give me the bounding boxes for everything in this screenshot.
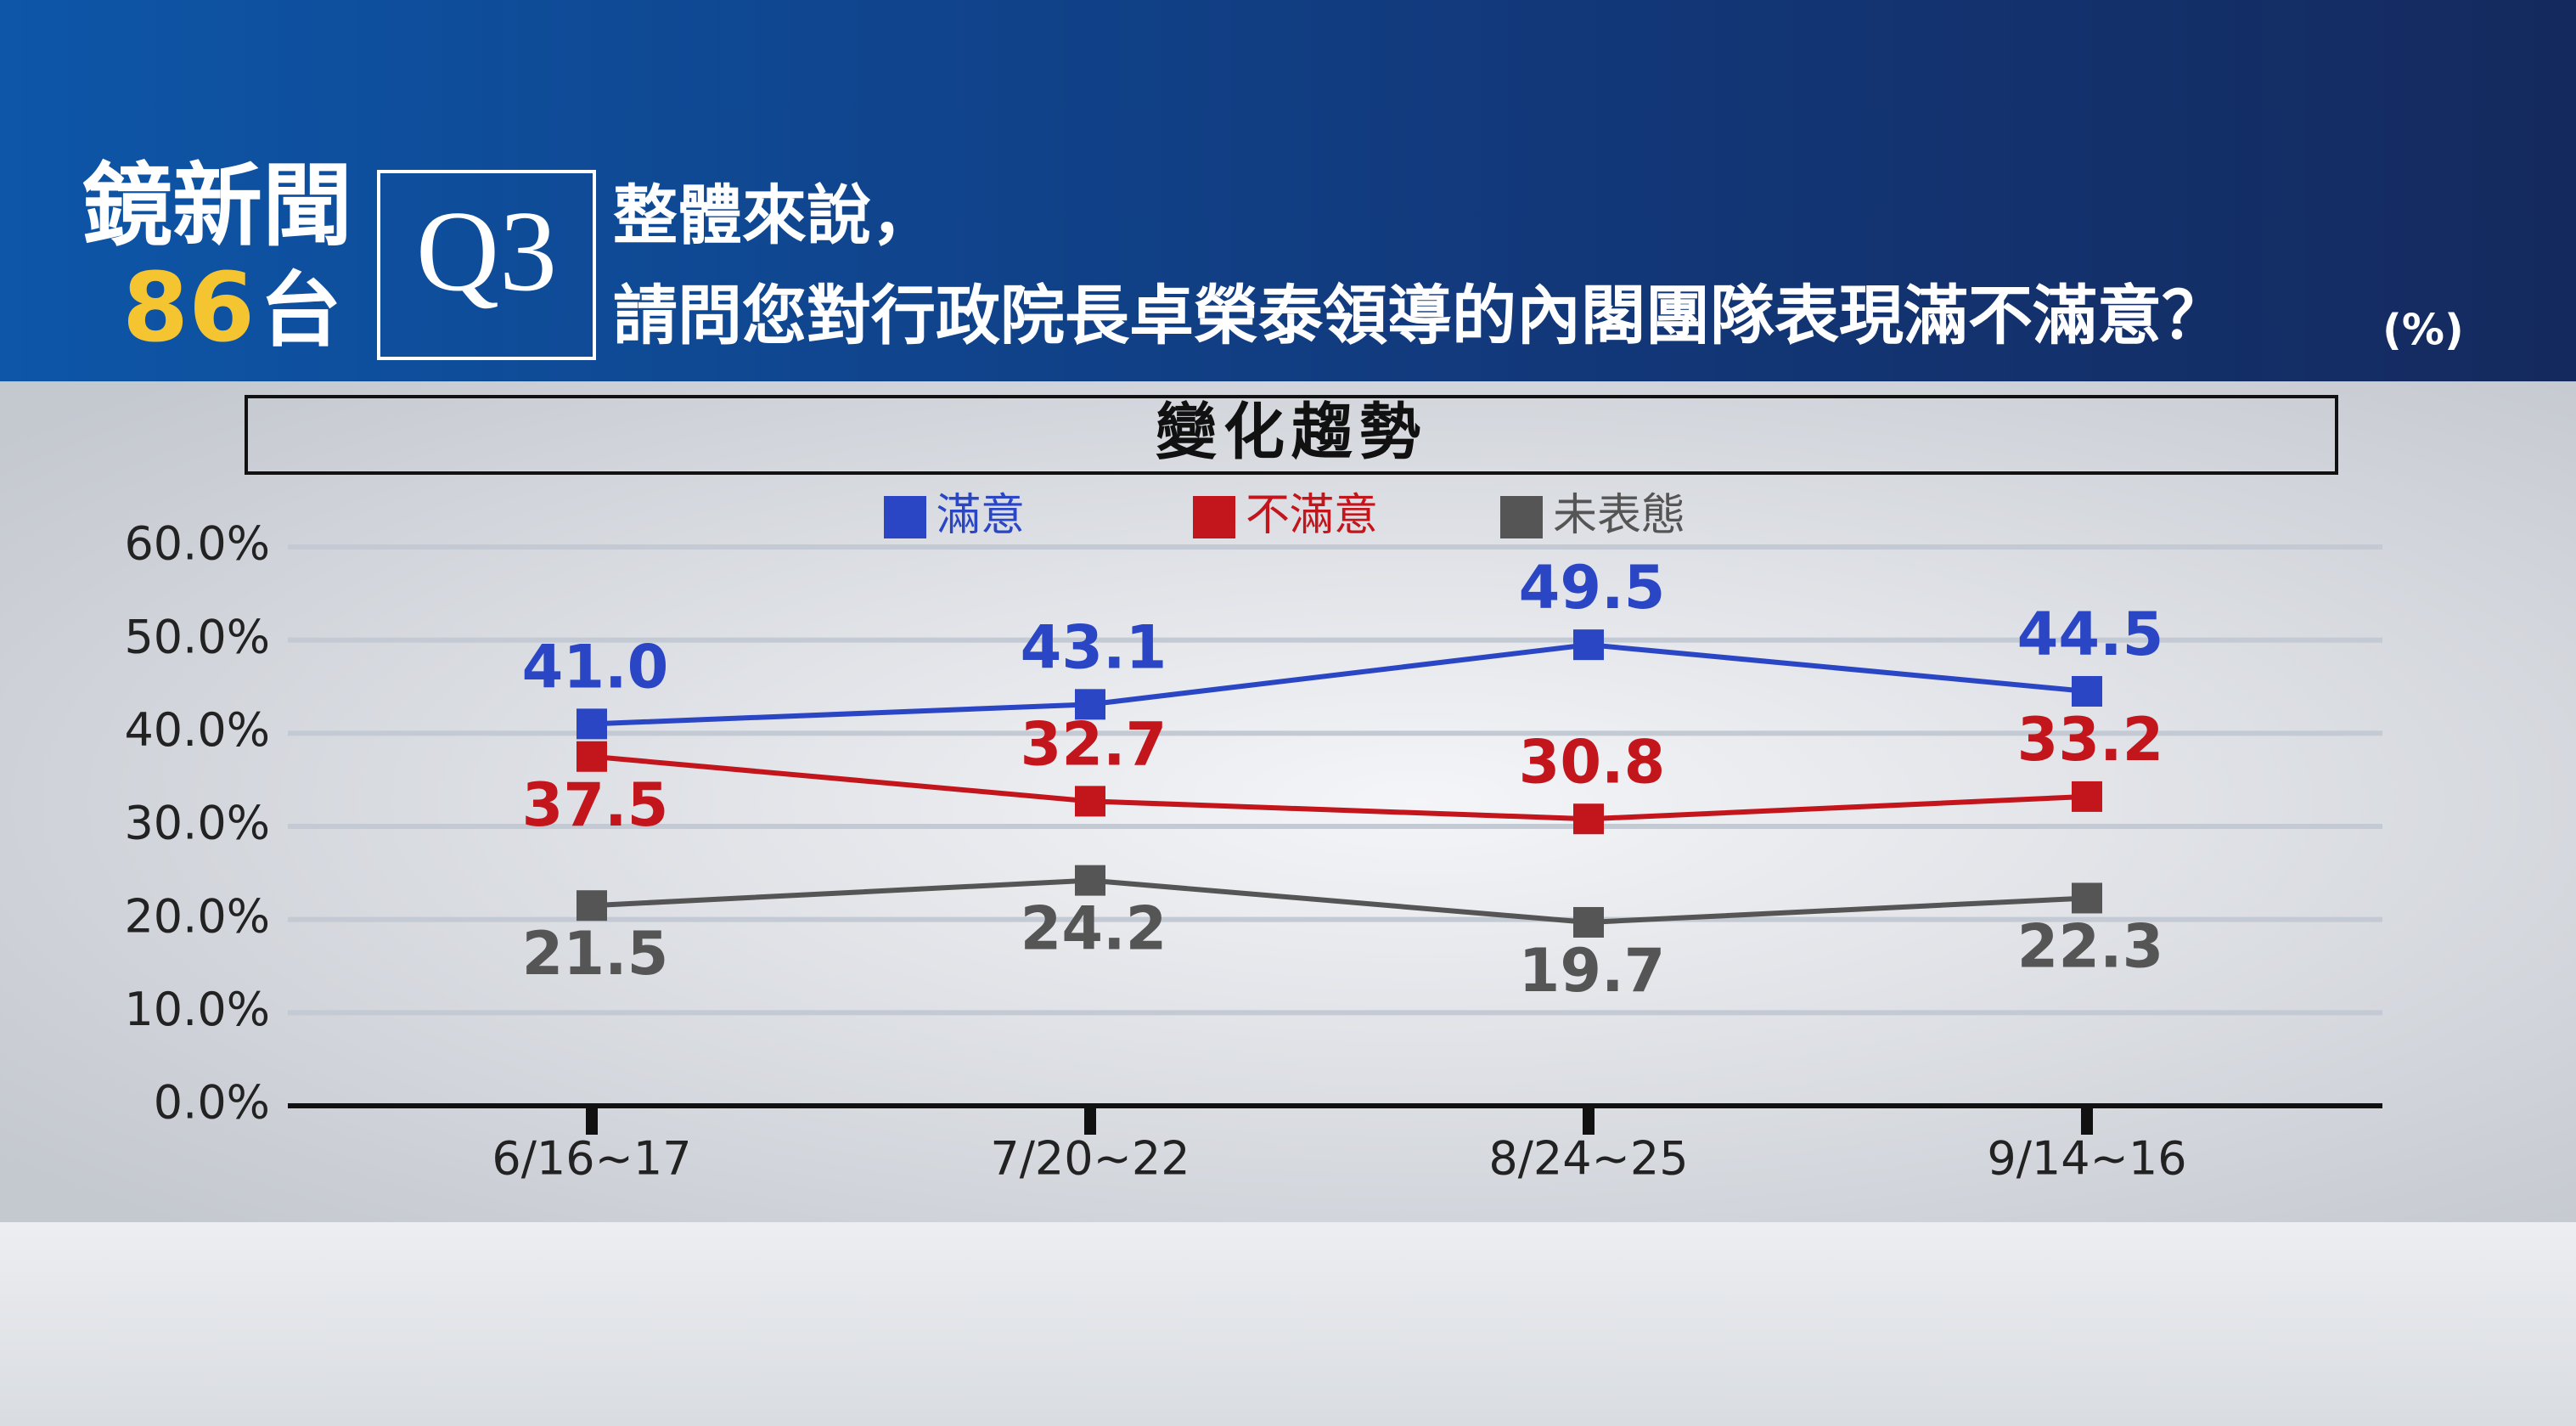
legend-swatch: [884, 496, 926, 538]
data-point: [1075, 689, 1105, 720]
data-point: [1573, 803, 1604, 835]
y-tick-label: 30.0%: [124, 797, 270, 850]
data-point: [1075, 865, 1105, 896]
data-point: [577, 890, 607, 922]
chart-bg: [0, 381, 2576, 1222]
series-line: [591, 877, 2088, 925]
brand-name: 鏡新聞: [82, 154, 352, 258]
legend-swatch: [1500, 496, 1543, 538]
y-tick-label: 40.0%: [124, 703, 270, 757]
value-label: 30.8: [1519, 727, 1666, 797]
data-point: [577, 708, 607, 740]
series-line: [591, 642, 2088, 727]
chart-title: 變化趨勢: [1156, 397, 1427, 468]
data-point: [577, 741, 607, 772]
footer-bg: [0, 1222, 2576, 1426]
header-bg: [0, 0, 2576, 381]
y-tick-label: 20.0%: [124, 889, 270, 943]
brand-suffix: 台: [260, 262, 341, 358]
value-label: 22.3: [2017, 911, 2164, 981]
value-label: 41.0: [522, 632, 669, 702]
legend-label: 不滿意: [1246, 490, 1378, 541]
series-line: [591, 753, 2088, 822]
y-tick-label: 0.0%: [154, 1076, 270, 1130]
data-point: [2072, 882, 2102, 914]
legend-label: 滿意: [936, 490, 1025, 541]
value-label: 19.7: [1519, 936, 1666, 1006]
data-point: [1075, 786, 1105, 817]
x-tick-label: 7/20~22: [990, 1132, 1190, 1186]
brand-number: 86: [122, 253, 255, 364]
value-label: 37.5: [522, 770, 669, 840]
value-label: 33.2: [2017, 705, 2164, 775]
y-tick-label: 50.0%: [124, 610, 270, 663]
y-tick-label: 10.0%: [124, 983, 270, 1036]
question-line2: 請問您對行政院長卓榮泰領導的內閣團隊表現滿不滿意？: [613, 278, 2226, 353]
chart-title-box: [245, 395, 2338, 475]
x-tick-label: 6/16~17: [492, 1132, 691, 1186]
y-tick-label: 60.0%: [124, 517, 270, 571]
x-tick-label: 9/14~16: [1987, 1132, 2186, 1186]
x-tick-label: 8/24~25: [1488, 1132, 1688, 1186]
legend-swatch: [1193, 496, 1235, 538]
legend-label: 未表態: [1553, 490, 1685, 541]
data-point: [2072, 781, 2102, 812]
value-label: 49.5: [1519, 553, 1666, 623]
data-point: [2072, 675, 2102, 707]
value-label: 21.5: [522, 919, 669, 989]
value-label: 24.2: [1021, 894, 1167, 964]
question-box: [377, 170, 596, 360]
value-label: 44.5: [2017, 600, 2164, 669]
value-label: 32.7: [1021, 709, 1167, 779]
data-point: [1573, 906, 1604, 938]
unit-label: (%): [2382, 306, 2464, 355]
data-point: [1573, 629, 1604, 661]
value-label: 43.1: [1021, 612, 1167, 682]
question-number: Q3: [416, 188, 557, 315]
question-line1: 整體來說，: [613, 178, 936, 253]
